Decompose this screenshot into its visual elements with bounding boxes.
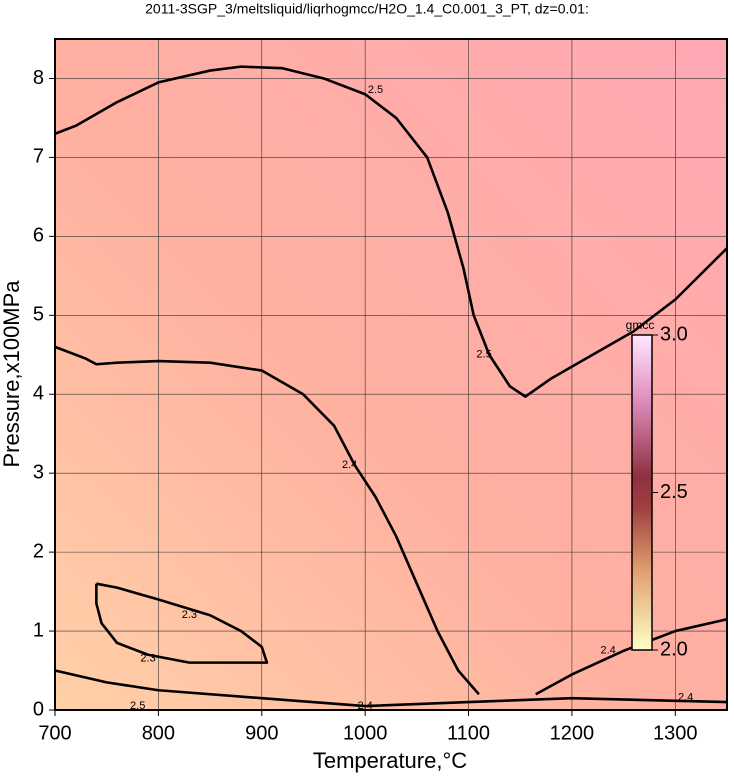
- colorbar-tick-label: 3.0: [660, 323, 688, 345]
- x-tick-label: 1100: [447, 722, 490, 744]
- y-tick-label: 7: [33, 146, 44, 168]
- y-tick-label: 1: [33, 619, 44, 641]
- contour-line: [535, 617, 728, 696]
- contour-line: [54, 669, 728, 708]
- x-tick-label: 900: [245, 722, 278, 744]
- colorbar-tick-label: 2.0: [660, 638, 688, 660]
- x-tick-label: 800: [142, 722, 175, 744]
- colorbar-tick-label: 2.5: [660, 481, 688, 503]
- contour-label: 2.4: [600, 645, 615, 657]
- contour-label: 2.5: [130, 700, 145, 712]
- contour-line: [95, 582, 269, 664]
- x-tick-label: 1000: [343, 722, 388, 744]
- plot-area: 2.5 2.5 2.4 2.4 2.4 2.4 2.3 2.3 2.5: [54, 39, 728, 712]
- x-tick-label: 1200: [550, 722, 595, 744]
- contour-line: [54, 65, 728, 398]
- contour-label: 2.4: [358, 700, 373, 712]
- colorbar: [631, 334, 653, 651]
- chart-title: 2011-3SGP_3/meltsliquid/liqrhogmcc/H2O_1…: [145, 1, 589, 17]
- contour-label: 2.5: [368, 84, 383, 96]
- contour-label: 2.5: [476, 349, 491, 361]
- y-tick-label: 8: [33, 67, 44, 89]
- contour-label: 2.3: [140, 653, 155, 665]
- y-tick-label: 5: [33, 304, 44, 326]
- y-tick-label: 3: [33, 461, 44, 483]
- plot-background: [55, 39, 727, 710]
- colorbar-label: gmcc: [626, 318, 655, 332]
- plot-frame: [54, 38, 728, 711]
- contour-label: 2.3: [182, 609, 197, 621]
- y-axis-label: Pressure,x100MPa: [0, 280, 24, 468]
- y-tick-label: 4: [33, 383, 44, 405]
- contour-line: [54, 345, 480, 696]
- y-tick-label: 0: [33, 698, 44, 720]
- x-tick-label: 700: [38, 722, 71, 744]
- x-tick-label: 1300: [653, 722, 698, 744]
- y-tick-label: 6: [33, 225, 44, 247]
- y-tick-label: 2: [33, 540, 44, 562]
- x-axis-label: Temperature,°C: [313, 748, 467, 773]
- contour-label: 2.4: [678, 691, 693, 703]
- contour-label: 2.4: [342, 459, 357, 471]
